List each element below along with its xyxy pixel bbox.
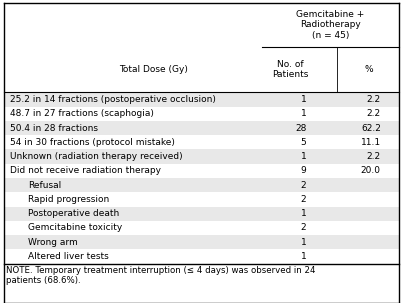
Text: NOTE. Temporary treatment interruption (≤ 4 days) was observed in 24
patients (6: NOTE. Temporary treatment interruption (…	[6, 266, 316, 285]
Text: 1: 1	[301, 238, 306, 247]
Text: 25.2 in 14 fractions (postoperative occlusion): 25.2 in 14 fractions (postoperative occl…	[10, 95, 216, 104]
Text: 2: 2	[301, 195, 306, 204]
Bar	[4, 149, 399, 164]
Text: 11.1: 11.1	[361, 138, 381, 147]
Text: 1: 1	[301, 95, 306, 104]
Text: Total Dose (Gy): Total Dose (Gy)	[119, 65, 187, 74]
Text: 5: 5	[301, 138, 306, 147]
Text: 9: 9	[301, 166, 306, 175]
Bar	[4, 207, 399, 221]
Text: Unknown (radiation therapy received): Unknown (radiation therapy received)	[10, 152, 183, 161]
Text: 2.2: 2.2	[367, 95, 381, 104]
Text: 2: 2	[301, 223, 306, 232]
Text: 2: 2	[301, 181, 306, 190]
Text: 1: 1	[301, 252, 306, 261]
Text: 50.4 in 28 fractions: 50.4 in 28 fractions	[10, 124, 98, 133]
Text: 1: 1	[301, 109, 306, 118]
Text: 2.2: 2.2	[367, 152, 381, 161]
Bar	[4, 92, 399, 107]
Text: Did not receive radiation therapy: Did not receive radiation therapy	[10, 166, 161, 175]
Text: No. of
Patients: No. of Patients	[272, 60, 308, 79]
Bar	[4, 235, 399, 249]
Text: %: %	[364, 65, 373, 74]
Text: 28: 28	[295, 124, 306, 133]
Text: Gemcitabine +
Radiotherapy
(n = 45): Gemcitabine + Radiotherapy (n = 45)	[296, 10, 365, 40]
Text: 20.0: 20.0	[361, 166, 381, 175]
Text: 48.7 in 27 fractions (scaphogia): 48.7 in 27 fractions (scaphogia)	[10, 109, 154, 118]
Text: Rapid progression: Rapid progression	[28, 195, 110, 204]
Text: Altered liver tests: Altered liver tests	[28, 252, 109, 261]
Text: 62.2: 62.2	[361, 124, 381, 133]
Text: Wrong arm: Wrong arm	[28, 238, 78, 247]
Bar	[4, 121, 399, 135]
Bar	[4, 178, 399, 192]
Text: Postoperative death: Postoperative death	[28, 209, 119, 218]
Text: 1: 1	[301, 209, 306, 218]
Text: 1: 1	[301, 152, 306, 161]
Text: Gemcitabine toxicity: Gemcitabine toxicity	[28, 223, 123, 232]
Text: Refusal: Refusal	[28, 181, 62, 190]
Text: 54 in 30 fractions (protocol mistake): 54 in 30 fractions (protocol mistake)	[10, 138, 175, 147]
Text: 2.2: 2.2	[367, 109, 381, 118]
